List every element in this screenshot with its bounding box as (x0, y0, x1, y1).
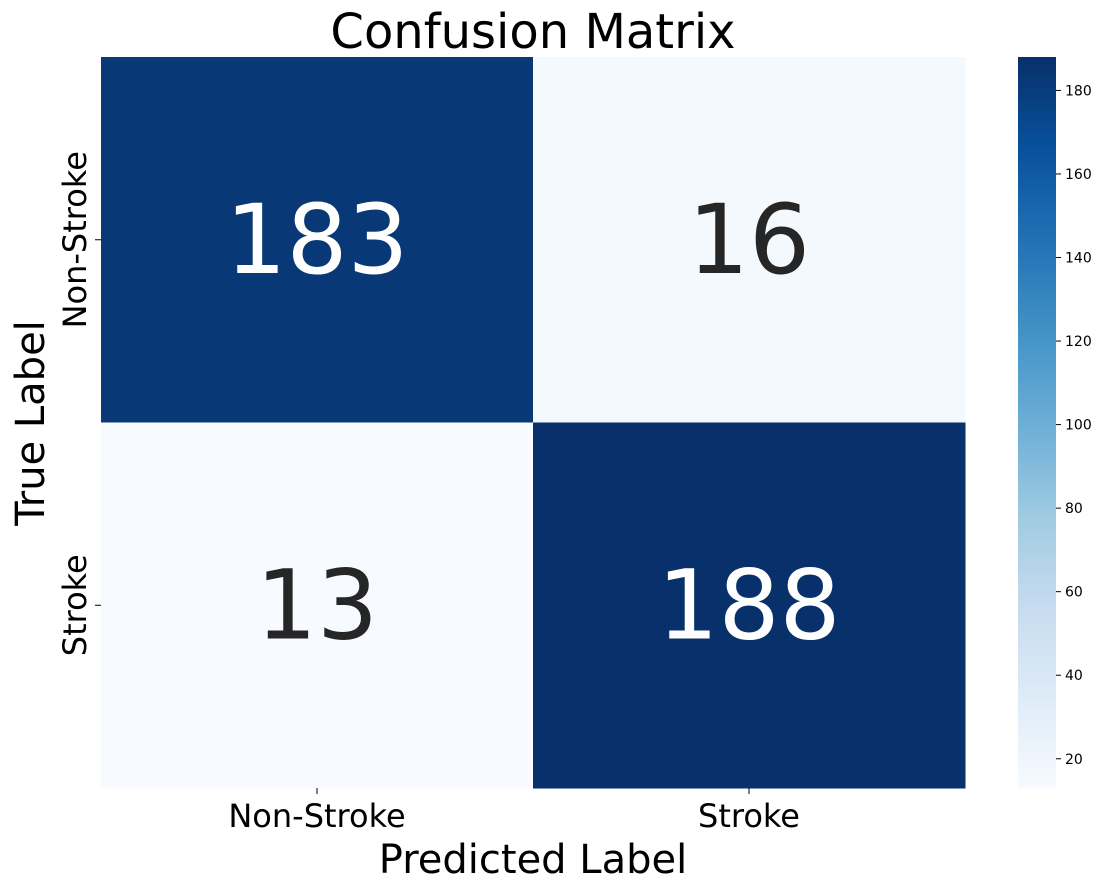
colorbar-tick-label: 100 (1065, 418, 1092, 434)
colorbar-tick-label: 120 (1065, 334, 1092, 350)
heatmap-cells (101, 57, 966, 789)
cell-value-label: 183 (225, 184, 408, 296)
colorbar-gradient (1018, 57, 1056, 788)
colorbar-tick-label: 160 (1065, 167, 1092, 183)
heatmap-cell-labels: 183 16 13 188 (225, 184, 840, 662)
cell-value-label: 188 (657, 549, 840, 661)
heatmap-cell (533, 57, 966, 423)
colorbar: 20 40 60 80 100 120 140 160 180 (1018, 57, 1092, 788)
colorbar-tick-label: 140 (1065, 251, 1092, 267)
heatmap-cell (101, 422, 534, 789)
colorbar-tick-label: 20 (1065, 752, 1083, 768)
x-tick-label: Non-Stroke (228, 797, 405, 835)
colorbar-tick-label: 40 (1065, 668, 1083, 684)
colorbar-tick-label: 60 (1065, 585, 1083, 601)
colorbar-tick-label: 80 (1065, 501, 1083, 517)
cell-value-label: 16 (688, 184, 810, 296)
heatmap-cell (101, 57, 534, 423)
chart-title: Confusion Matrix (330, 4, 735, 60)
y-tick-label: Non-Stroke (56, 151, 94, 328)
x-axis-label: Predicted Label (379, 837, 687, 883)
x-axis: Non-Stroke Stroke (228, 788, 800, 835)
colorbar-tick-label: 180 (1065, 83, 1092, 99)
heatmap-cell (533, 422, 966, 789)
cell-value-label: 13 (256, 549, 378, 661)
y-axis-label: True Label (8, 320, 54, 527)
y-axis: Non-Stroke Stroke (56, 151, 101, 656)
y-tick-label: Stroke (56, 554, 94, 656)
x-tick-label: Stroke (698, 797, 800, 835)
